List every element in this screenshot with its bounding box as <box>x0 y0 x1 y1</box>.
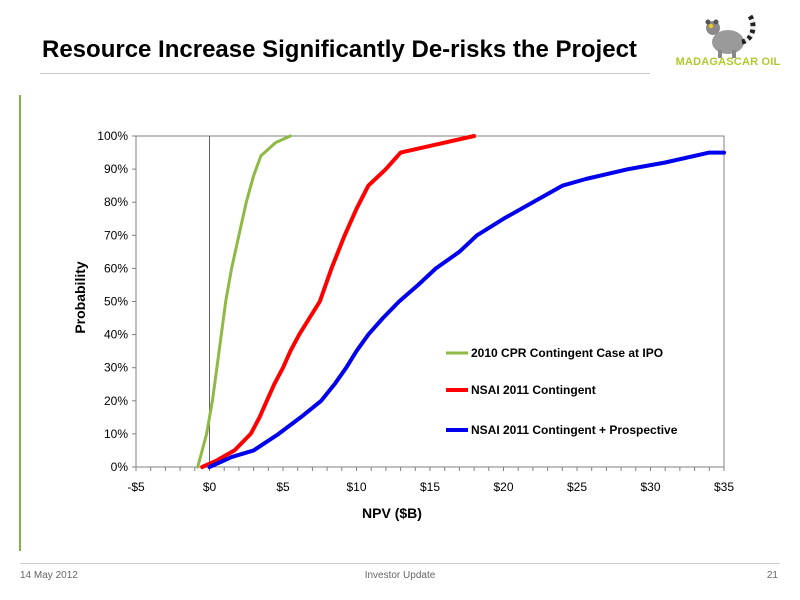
y-tick-label: 50% <box>104 295 128 309</box>
x-tick-label: $5 <box>276 480 290 494</box>
x-tick-label: $20 <box>493 480 513 494</box>
y-tick-label: 90% <box>104 162 128 176</box>
y-tick-label: 40% <box>104 328 128 342</box>
page-number: 21 <box>766 570 778 581</box>
y-tick-label: 70% <box>104 228 128 242</box>
company-logo: MADAGASCAR OIL <box>668 10 788 78</box>
x-tick-label: $15 <box>420 480 440 494</box>
title-divider <box>40 73 650 74</box>
footer-divider <box>20 563 780 564</box>
y-tick-label: 0% <box>111 460 129 474</box>
y-tick-label: 60% <box>104 261 128 275</box>
x-tick-label: -$5 <box>127 480 145 494</box>
y-tick-label: 30% <box>104 361 128 375</box>
y-axis-title: Probability <box>72 261 88 334</box>
slide-title: Resource Increase Significantly De-risks… <box>42 36 637 63</box>
y-tick-label: 10% <box>104 427 128 441</box>
x-tick-label: $30 <box>640 480 660 494</box>
lemur-icon <box>705 14 756 58</box>
y-tick-label: 100% <box>97 129 128 143</box>
y-tick-label: 20% <box>104 394 128 408</box>
legend-label-3: NSAI 2011 Contingent + Prospective <box>471 423 678 437</box>
series-line-2 <box>200 134 477 469</box>
left-accent-bar <box>19 95 21 551</box>
legend-label-1: 2010 CPR Contingent Case at IPO <box>471 346 663 360</box>
footer-title: Investor Update <box>364 570 436 581</box>
y-tick-label: 80% <box>104 195 128 209</box>
x-axis-title: NPV ($B) <box>362 505 422 521</box>
legend-label-2: NSAI 2011 Contingent <box>471 383 596 397</box>
x-tick-label: $10 <box>346 480 366 494</box>
x-tick-label: $0 <box>203 480 217 494</box>
logo-wordmark: MADAGASCAR OIL <box>675 56 781 68</box>
series-line-1 <box>196 134 292 469</box>
series-line-3 <box>207 150 726 469</box>
footer-date: 14 May 2012 <box>20 570 78 581</box>
x-tick-label: $25 <box>567 480 587 494</box>
x-tick-label: $35 <box>714 480 734 494</box>
